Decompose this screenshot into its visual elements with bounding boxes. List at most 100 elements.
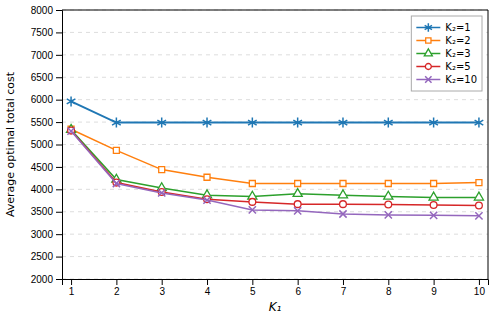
marker xyxy=(204,174,210,180)
y-axis: 2000250030003500400045005000550060006500… xyxy=(31,5,63,285)
plot: 1234567891020002500300035004000450050005… xyxy=(31,5,489,297)
y-tick-label: 8000 xyxy=(31,5,54,16)
x-tick-label: 4 xyxy=(205,286,211,297)
marker xyxy=(112,118,121,128)
y-tick-mark xyxy=(56,212,62,213)
legend-label: K₂=5 xyxy=(445,61,470,72)
marker xyxy=(67,127,74,134)
legend-label: K₂=3 xyxy=(445,48,470,59)
x-axis-line xyxy=(63,280,489,286)
y-tick-label: 3500 xyxy=(31,206,54,217)
y-tick-mark xyxy=(56,55,62,56)
x-tick-mark xyxy=(434,279,435,285)
y-tick-label: 3000 xyxy=(31,229,54,240)
x-tick-label: 6 xyxy=(295,286,301,297)
x-tick-label: 5 xyxy=(250,286,256,297)
x-tick: 10 xyxy=(474,279,486,297)
x-tick-label: 8 xyxy=(386,286,392,297)
legend-item: K₂=3 xyxy=(416,48,470,59)
y-tick-label: 4000 xyxy=(31,184,54,195)
grid-line xyxy=(62,211,488,212)
marker xyxy=(385,181,391,187)
marker xyxy=(384,118,393,128)
y-tick-label: 6500 xyxy=(31,72,54,83)
legend-item: K₂=2 xyxy=(416,35,470,46)
y-tick-label: 7000 xyxy=(31,50,54,61)
x-tick-label: 10 xyxy=(474,286,486,297)
y-tick: 4500 xyxy=(31,162,62,173)
series-line xyxy=(71,129,479,183)
y-tick-mark xyxy=(56,279,62,280)
y-tick: 5000 xyxy=(31,139,62,150)
y-tick-label: 6000 xyxy=(31,94,54,105)
y-tick: 2500 xyxy=(31,251,62,262)
x-axis-title: K₁ xyxy=(269,300,282,314)
grid-line xyxy=(62,189,488,190)
y-tick-label: 4500 xyxy=(31,162,54,173)
x-tick-mark xyxy=(479,279,480,285)
legend-item: K₂=5 xyxy=(416,61,470,72)
y-tick-mark xyxy=(56,145,62,146)
x-tick-mark xyxy=(252,279,253,285)
series-line xyxy=(71,101,479,122)
marker xyxy=(249,206,256,213)
x-tick: 8 xyxy=(386,279,392,297)
y-tick-label: 5000 xyxy=(31,139,54,150)
series-line xyxy=(71,131,479,206)
y-tick-mark xyxy=(56,10,62,11)
marker xyxy=(159,167,165,173)
marker xyxy=(430,202,437,209)
x-tick-mark xyxy=(162,279,163,285)
marker xyxy=(68,127,75,134)
y-tick: 2000 xyxy=(31,274,62,285)
grid-line xyxy=(62,10,488,11)
y-tick-mark xyxy=(56,100,62,101)
y-tick-label: 2500 xyxy=(31,251,54,262)
x-tick: 7 xyxy=(341,279,347,297)
legend-label: K₂=2 xyxy=(445,35,470,46)
marker xyxy=(67,96,76,106)
marker xyxy=(431,181,437,187)
marker xyxy=(474,192,483,200)
y-tick-mark xyxy=(56,234,62,235)
legend-item: K₂=10 xyxy=(416,74,477,85)
marker xyxy=(158,189,165,196)
marker xyxy=(249,199,256,206)
marker xyxy=(249,181,255,187)
marker xyxy=(429,192,438,200)
y-tick: 6000 xyxy=(31,94,62,105)
marker xyxy=(203,118,212,128)
x-tick-mark xyxy=(343,279,344,285)
marker xyxy=(113,180,120,187)
y-tick: 4000 xyxy=(31,184,62,195)
marker xyxy=(339,210,346,217)
y-tick: 3500 xyxy=(31,206,62,217)
x-tick: 9 xyxy=(431,279,437,297)
x-tick-mark xyxy=(388,279,389,285)
grid xyxy=(62,10,488,279)
frame xyxy=(488,10,489,279)
y-tick-mark xyxy=(56,189,62,190)
marker xyxy=(294,201,301,208)
x-tick-label: 9 xyxy=(431,286,437,297)
marker xyxy=(340,181,346,187)
y-tick-mark xyxy=(56,77,62,78)
x-tick-label: 2 xyxy=(114,286,120,297)
legend-frame xyxy=(411,16,482,91)
y-axis-title: Average optimal total cost xyxy=(4,71,17,217)
marker xyxy=(476,202,483,209)
grid-line xyxy=(62,234,488,235)
legend-marker xyxy=(426,38,431,43)
y-tick-label: 2000 xyxy=(31,274,54,285)
grid-line xyxy=(62,256,488,257)
legend-item: K₂=1 xyxy=(416,22,470,33)
chart: 1234567891020002500300035004000450050005… xyxy=(0,0,500,317)
marker xyxy=(248,118,257,128)
frame xyxy=(62,10,488,11)
marker xyxy=(295,181,301,187)
x-tick-label: 7 xyxy=(341,286,347,297)
x-tick-mark xyxy=(116,279,117,285)
legend-marker xyxy=(425,23,432,31)
x-tick: 3 xyxy=(159,279,165,297)
marker xyxy=(385,201,392,208)
